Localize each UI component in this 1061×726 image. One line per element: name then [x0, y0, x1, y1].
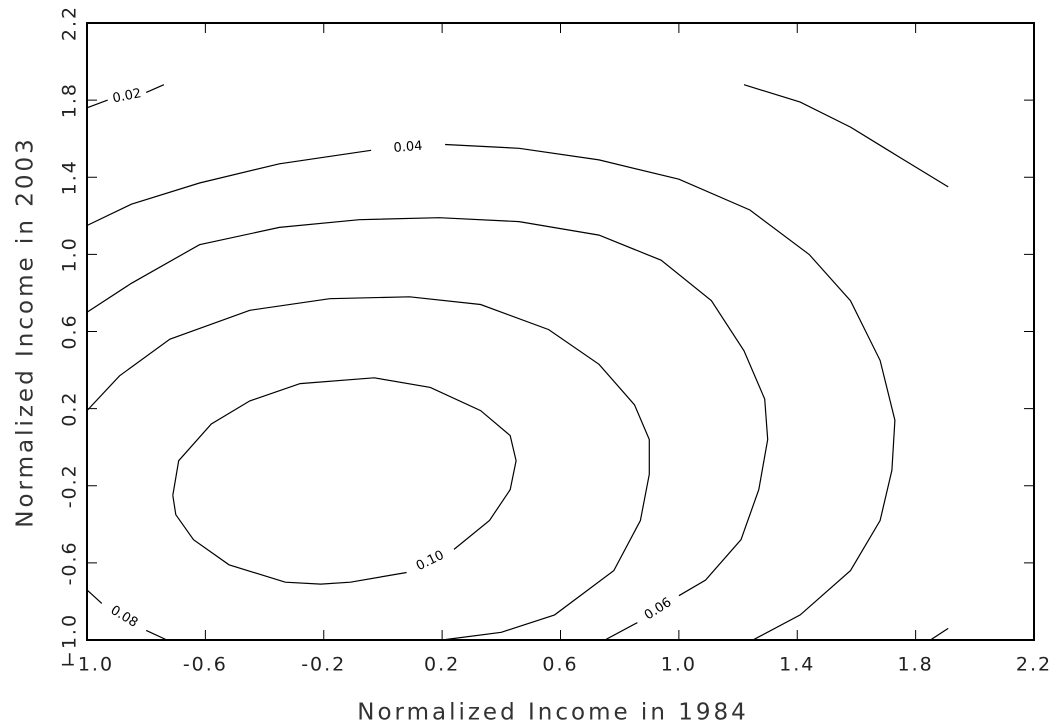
x-tick-label: 2.2 — [1016, 654, 1052, 676]
y-tick-label: 0.2 — [59, 391, 81, 427]
contour-line — [86, 217, 769, 641]
contour-label: 0.10 — [414, 548, 447, 574]
contour-line — [172, 377, 517, 585]
contour-label: 0.06 — [642, 595, 674, 623]
x-tick-label: 1.4 — [779, 654, 815, 676]
contour-label: 0.04 — [393, 139, 423, 156]
y-tick-label: -0.2 — [59, 463, 81, 508]
contour-line — [86, 84, 949, 641]
contour-label: 0.02 — [111, 86, 142, 106]
y-tick-label: 1.8 — [59, 82, 81, 118]
contour-line — [86, 296, 650, 641]
y-axis-title: Normalized Income in 2003 — [13, 136, 39, 528]
y-tick-label: −1.0 — [59, 613, 81, 667]
x-tick-label: -0.6 — [183, 654, 228, 676]
plot-frame — [86, 22, 1035, 641]
x-tick-label: 1.0 — [661, 654, 697, 676]
x-tick-label: -0.2 — [301, 654, 346, 676]
y-tick-label: 1.4 — [59, 159, 81, 195]
y-tick-label: -0.6 — [59, 540, 81, 585]
contour-label: 0.08 — [108, 603, 141, 631]
y-tick-label: 1.0 — [59, 236, 81, 272]
y-tick-label: 0.6 — [59, 313, 81, 349]
x-tick-label: −1.0 — [60, 654, 114, 676]
x-tick-label: 0.6 — [542, 654, 578, 676]
x-tick-label: 1.8 — [898, 654, 934, 676]
x-tick-label: 0.2 — [424, 654, 460, 676]
y-tick-label: 2.2 — [59, 5, 81, 41]
x-axis-title: Normalized Income in 1984 — [357, 700, 749, 726]
contour-line — [86, 143, 896, 641]
